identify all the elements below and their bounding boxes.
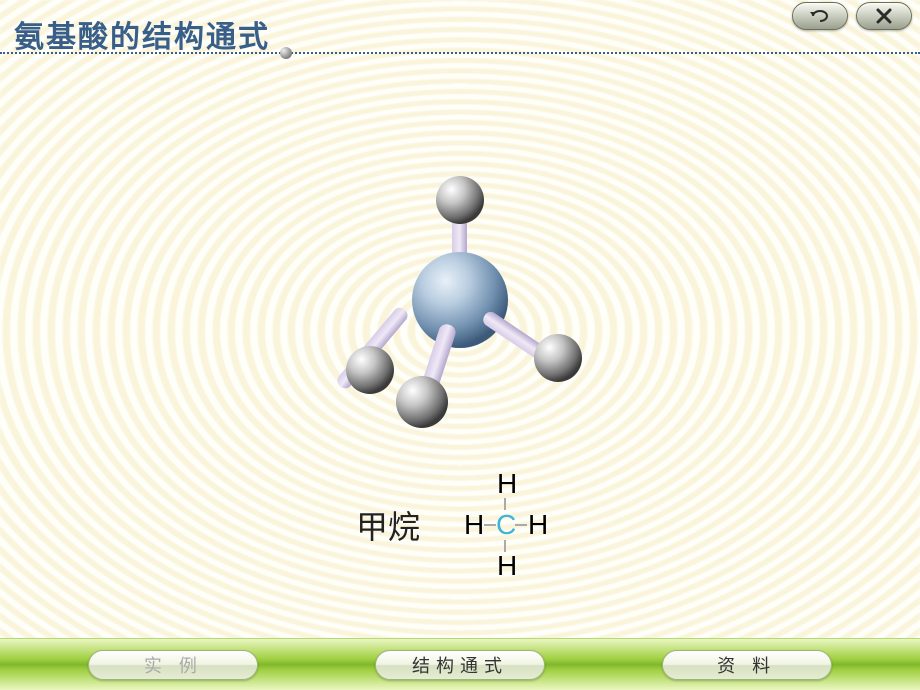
formula-bond-left: [484, 524, 496, 526]
molecule-3d: [310, 170, 610, 470]
nav-structure-button[interactable]: 结构通式: [375, 650, 545, 680]
h-atom-front: [396, 376, 448, 428]
nav-resources-button[interactable]: 资 料: [662, 650, 832, 680]
formula-h-top: H: [497, 470, 517, 498]
formula-h-bottom: H: [497, 552, 517, 580]
center-atom: [412, 252, 508, 348]
formula-bond-bottom: [504, 540, 506, 552]
h-atom-top: [436, 176, 484, 224]
h-atom-right: [534, 334, 582, 382]
h-atom-left: [346, 346, 394, 394]
close-button[interactable]: [856, 2, 912, 30]
formula-bond-top: [504, 498, 506, 510]
title-marker: [280, 47, 292, 59]
formula-c-center: C: [496, 511, 516, 539]
compound-name: 甲烷: [356, 502, 420, 548]
page-title: 氨基酸的结构通式: [14, 12, 270, 56]
formula-h-left: H: [464, 511, 484, 539]
bottom-nav-bar: 实 例 结构通式 资 料: [0, 638, 920, 690]
formula-area: 甲烷 H H C H H: [356, 470, 564, 580]
back-icon: [809, 9, 831, 23]
nav-examples-button[interactable]: 实 例: [88, 650, 258, 680]
close-icon: [876, 8, 892, 24]
formula-h-right: H: [528, 511, 548, 539]
back-button[interactable]: [792, 2, 848, 30]
formula-bond-right: [515, 524, 527, 526]
top-controls: [792, 2, 912, 30]
structural-formula: H H C H H: [444, 470, 564, 580]
